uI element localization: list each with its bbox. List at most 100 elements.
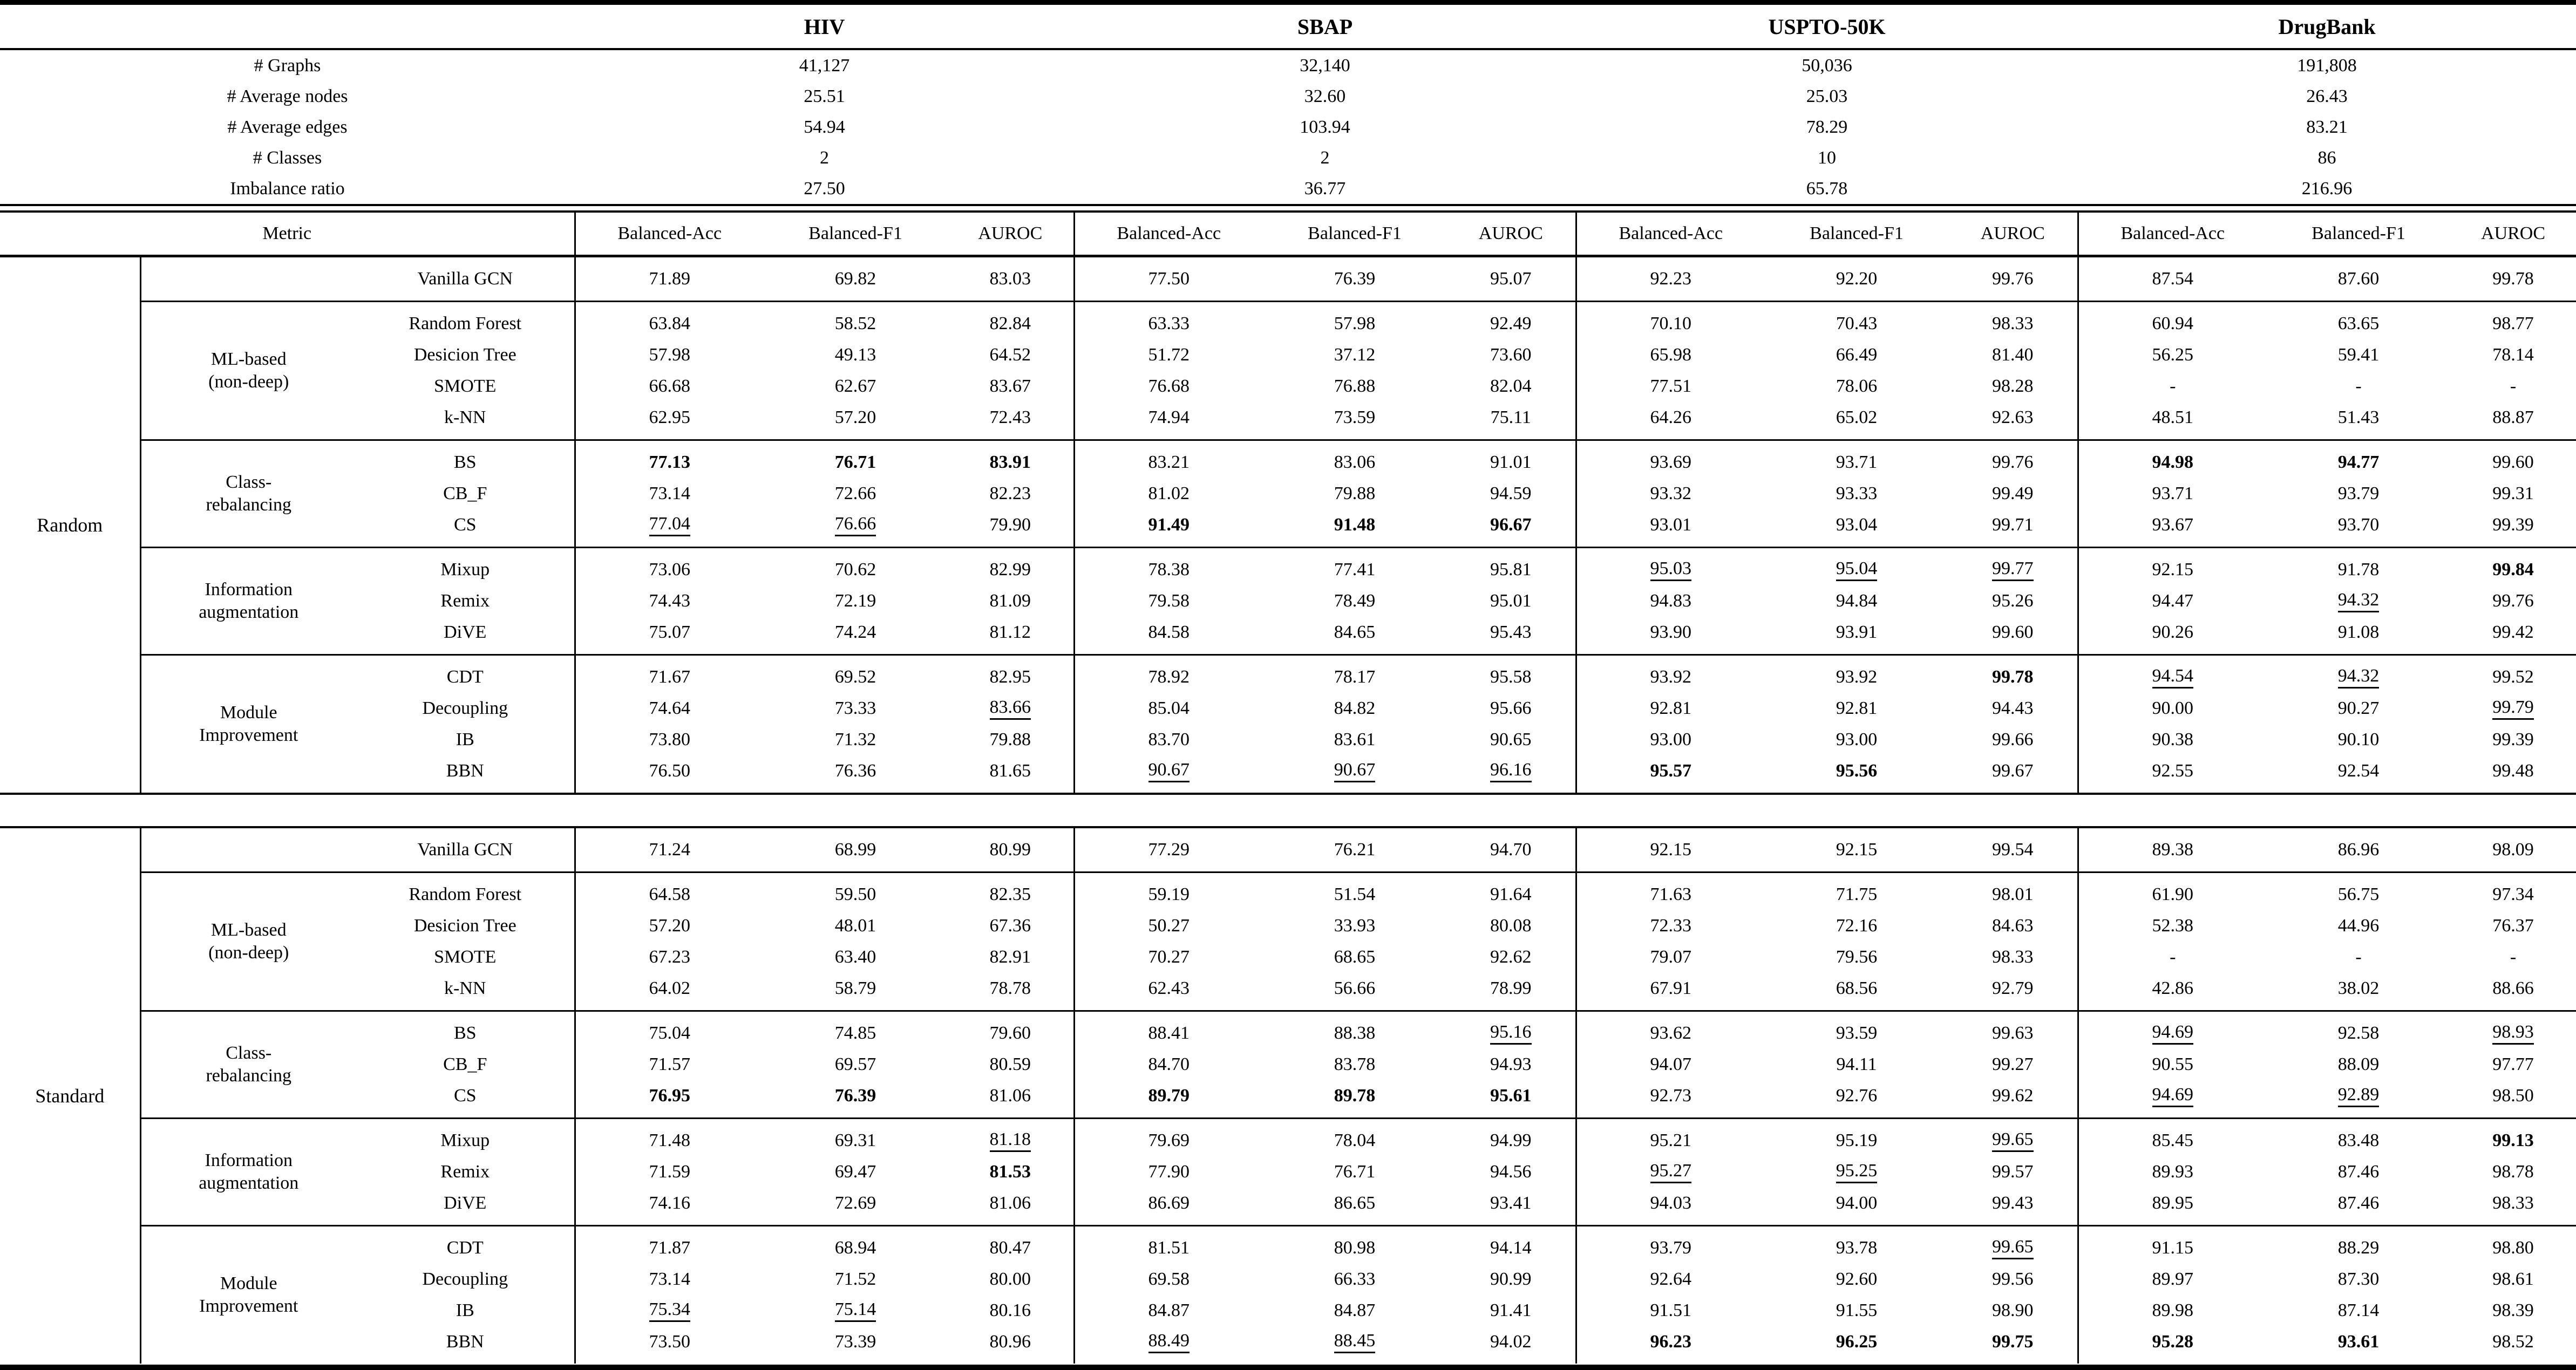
- group-label-line: ML-based: [210, 349, 287, 369]
- metric-value-cell: 93.79: [2267, 478, 2450, 509]
- metric-value-cell: 99.39: [2450, 509, 2576, 548]
- metric-value: 90.55: [2152, 1054, 2194, 1074]
- metric-value: 92.54: [2337, 761, 2380, 781]
- metric-value-cell: 73.14: [574, 478, 764, 509]
- metric-value: 96.25: [1836, 1332, 1878, 1352]
- metric-value: 94.70: [1490, 840, 1532, 860]
- metric-value-cell: 94.47: [2077, 585, 2267, 617]
- table-row: IB 75.34 75.14 80.16 84.87 84.87 91.41 91.51 91.…: [0, 1295, 2576, 1326]
- metric-value: 94.83: [1650, 591, 1692, 611]
- group-label: [139, 827, 356, 873]
- metric-value-cell: -: [2267, 942, 2450, 973]
- metric-value-cell: 91.49: [1073, 509, 1263, 548]
- dataset-header-row: HIV SBAP USPTO-50K DrugBank: [0, 5, 2576, 50]
- metric-value: 57.98: [649, 345, 691, 365]
- metric-value-cell: 98.80: [2450, 1225, 2576, 1264]
- metric-value: 78.78: [989, 978, 1031, 998]
- metric-value-cell: 82.91: [947, 942, 1074, 973]
- top-rule: [0, 0, 2576, 5]
- table-row: Decoupling 73.14 71.52 80.00 69.58 66.33 90.99…: [0, 1264, 2576, 1295]
- metric-value: 92.15: [1650, 840, 1692, 860]
- method-name: Decoupling: [422, 1269, 508, 1289]
- metric-value-cell: 99.79: [2450, 693, 2576, 724]
- metric-value: 73.14: [649, 483, 691, 503]
- metric-value-cell: 93.92: [1765, 654, 1949, 693]
- metric-value: 94.98: [2152, 452, 2194, 472]
- metric-value: 93.59: [1836, 1023, 1878, 1043]
- metric-value-cell: 92.79: [1948, 973, 2078, 1011]
- metric-value: 80.08: [1490, 916, 1532, 936]
- metric-value-cell: 92.49: [1446, 301, 1576, 339]
- group-label-line: Information: [205, 1150, 293, 1170]
- metric-value: 81.40: [1992, 345, 2034, 365]
- stat-label: # Average edges: [227, 117, 348, 137]
- metric-value: 92.58: [2337, 1023, 2380, 1043]
- metric-value: 91.51: [1650, 1300, 1692, 1320]
- metric-value: 87.46: [2337, 1193, 2380, 1213]
- metric-value: 89.38: [2152, 840, 2194, 860]
- metric-value-cell: 80.59: [947, 1049, 1074, 1080]
- metric-value: 92.63: [1992, 407, 2034, 427]
- group-label: Information augmentation: [139, 547, 356, 655]
- metric-value: 81.06: [989, 1193, 1031, 1213]
- metric-value: 99.56: [1992, 1269, 2034, 1289]
- metric-value-cell: 78.17: [1263, 654, 1447, 693]
- metric-value: 64.58: [649, 884, 691, 904]
- metric-value: 68.65: [1334, 947, 1376, 967]
- metric-value-cell: 95.03: [1575, 547, 1765, 585]
- metric-value: 92.79: [1992, 978, 2034, 998]
- metric-value: 94.00: [1836, 1193, 1878, 1213]
- metric-value: 74.16: [649, 1193, 691, 1213]
- metric-value: 99.52: [2492, 667, 2534, 687]
- metric-value-cell: 42.86: [2077, 973, 2267, 1011]
- metric-value-cell: 88.09: [2267, 1049, 2450, 1080]
- metric-value-cell: 99.75: [1948, 1326, 2078, 1364]
- metric-value: 93.00: [1650, 730, 1692, 749]
- group-label-line: Information: [205, 579, 293, 599]
- metric-value: 81.51: [1148, 1238, 1190, 1258]
- metric-value-cell: 71.59: [574, 1156, 764, 1188]
- metric-value: 37.12: [1334, 345, 1376, 365]
- metric-value-cell: 83.67: [947, 371, 1074, 402]
- metric-value-cell: 93.67: [2077, 509, 2267, 548]
- metric-value: 92.89: [2337, 1085, 2380, 1107]
- metric-value-cell: 95.04: [1765, 547, 1949, 585]
- metric-value: 78.92: [1148, 667, 1190, 687]
- metric-value: 95.58: [1490, 667, 1532, 687]
- metric-value-cell: 99.52: [2450, 654, 2576, 693]
- metric-value-cell: 94.84: [1765, 585, 1948, 617]
- metric-value-cell: 95.57: [1575, 755, 1765, 794]
- metric-value: 88.38: [1334, 1023, 1376, 1043]
- method-name: Vanilla GCN: [417, 840, 513, 860]
- metric-value-cell: 76.50: [574, 755, 764, 794]
- metric-value: 90.38: [2152, 730, 2194, 749]
- metric-value-cell: 76.71: [764, 439, 948, 478]
- metric-value: 81.18: [989, 1130, 1031, 1152]
- metric-value-cell: 90.67: [1263, 755, 1446, 794]
- metric-value-cell: 89.79: [1073, 1080, 1263, 1119]
- metric-value: 93.01: [1650, 515, 1692, 535]
- metric-value-cell: 75.34: [574, 1295, 764, 1326]
- metric-value: 73.06: [649, 560, 691, 580]
- metric-value: 60.94: [2152, 313, 2194, 333]
- metric-value-cell: 71.63: [1575, 871, 1765, 910]
- method-name: BBN: [446, 1332, 484, 1352]
- metric-value: 94.93: [1490, 1054, 1532, 1074]
- metric-value-cell: 99.60: [1948, 617, 2078, 655]
- metric-value-cell: 99.76: [1948, 439, 2078, 478]
- metric-value: 99.39: [2492, 730, 2534, 749]
- metric-value: 98.93: [2492, 1023, 2534, 1045]
- stat-label: # Classes: [253, 147, 322, 168]
- metric-value: 93.78: [1836, 1238, 1878, 1258]
- metric-value-cell: 83.91: [947, 439, 1075, 478]
- metric-column-header: AUROC: [1948, 213, 2078, 257]
- metric-value-cell: 95.28: [2077, 1326, 2267, 1364]
- metric-value: 77.04: [649, 514, 691, 536]
- metric-value: 93.67: [2152, 515, 2194, 535]
- metric-value: 81.12: [989, 622, 1031, 642]
- metric-value: 99.31: [2492, 483, 2534, 503]
- metric-value-cell: 83.66: [947, 693, 1074, 724]
- table-row: DiVE 74.16 72.69 81.06 86.69 86.65 93.41 94.03 9…: [0, 1188, 2576, 1226]
- metric-value: 83.66: [989, 698, 1031, 720]
- metric-value-cell: 89.93: [2077, 1156, 2267, 1188]
